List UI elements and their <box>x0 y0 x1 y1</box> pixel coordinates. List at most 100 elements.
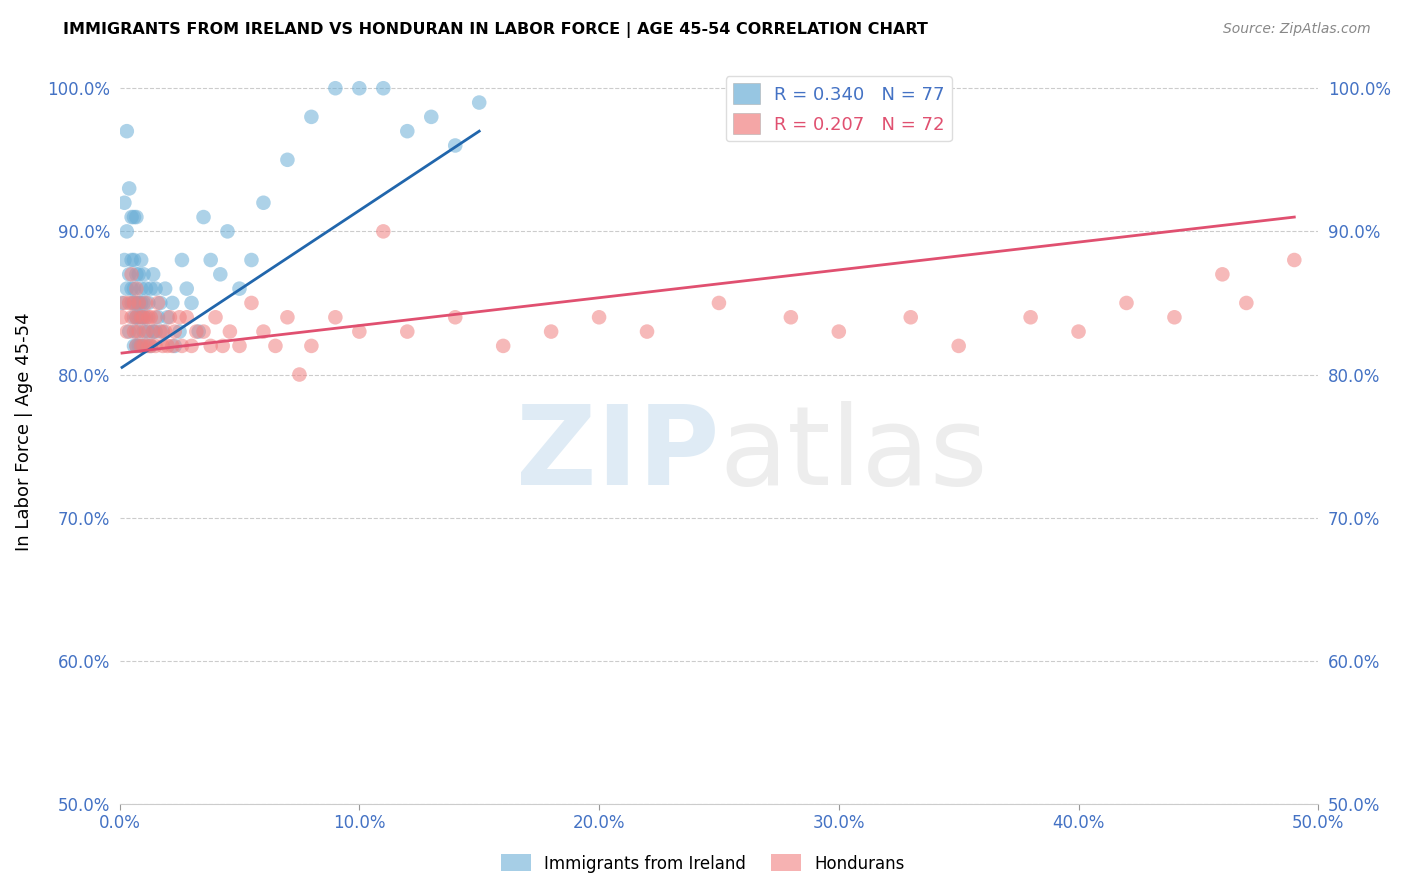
Point <box>149 325 172 339</box>
Point <box>142 268 165 282</box>
Point <box>200 339 222 353</box>
Point <box>118 325 141 339</box>
Point <box>142 325 165 339</box>
Point <box>325 310 347 325</box>
Point <box>115 224 138 238</box>
Point <box>115 325 138 339</box>
Point <box>121 252 143 267</box>
Point <box>125 210 148 224</box>
Point <box>135 296 157 310</box>
Point <box>132 310 155 325</box>
Point <box>145 325 167 339</box>
Point <box>163 325 186 339</box>
Point <box>152 325 174 339</box>
Point <box>128 296 150 310</box>
Point <box>121 282 143 296</box>
Point <box>170 339 193 353</box>
Point <box>138 310 160 325</box>
Point <box>349 81 371 95</box>
Point <box>129 252 152 267</box>
Point <box>169 325 191 339</box>
Point <box>128 310 150 325</box>
Point <box>121 268 143 282</box>
Point <box>153 325 176 339</box>
Point <box>146 310 169 325</box>
Point <box>193 325 215 339</box>
Point <box>112 252 135 267</box>
Point <box>122 339 145 353</box>
Point <box>153 282 176 296</box>
Point <box>129 310 152 325</box>
Point <box>129 282 152 296</box>
Point <box>132 325 155 339</box>
Point <box>145 282 167 296</box>
Point <box>125 339 148 353</box>
Point <box>125 339 148 353</box>
Point <box>132 296 155 310</box>
Point <box>396 325 419 339</box>
Point <box>121 210 143 224</box>
Point <box>828 325 851 339</box>
Point <box>176 310 198 325</box>
Point <box>138 339 160 353</box>
Point <box>128 339 150 353</box>
Point <box>180 339 202 353</box>
Point <box>228 339 250 353</box>
Point <box>115 124 138 138</box>
Point <box>135 310 157 325</box>
Point <box>142 325 165 339</box>
Point <box>252 325 274 339</box>
Point <box>299 110 322 124</box>
Point <box>276 153 298 167</box>
Point <box>299 339 322 353</box>
Point <box>135 339 157 353</box>
Point <box>122 296 145 310</box>
Point <box>288 368 311 382</box>
Point <box>1115 296 1137 310</box>
Point <box>1067 325 1090 339</box>
Point <box>211 339 233 353</box>
Text: ZIP: ZIP <box>516 401 718 508</box>
Point <box>118 268 141 282</box>
Point <box>373 224 395 238</box>
Point <box>228 282 250 296</box>
Point <box>193 210 215 224</box>
Point <box>219 325 242 339</box>
Point <box>132 268 155 282</box>
Point <box>492 339 515 353</box>
Point <box>122 210 145 224</box>
Point <box>139 339 162 353</box>
Point <box>135 282 157 296</box>
Point <box>264 339 287 353</box>
Point <box>125 296 148 310</box>
Point <box>948 339 970 353</box>
Point <box>169 310 191 325</box>
Point <box>540 325 562 339</box>
Point <box>125 325 148 339</box>
Point <box>121 296 143 310</box>
Point <box>139 310 162 325</box>
Point <box>122 325 145 339</box>
Point <box>111 310 134 325</box>
Point <box>209 268 232 282</box>
Point <box>187 325 209 339</box>
Point <box>132 339 155 353</box>
Text: Source: ZipAtlas.com: Source: ZipAtlas.com <box>1223 22 1371 37</box>
Point <box>252 195 274 210</box>
Point <box>132 310 155 325</box>
Point <box>125 282 148 296</box>
Point <box>122 282 145 296</box>
Point <box>145 310 167 325</box>
Point <box>707 296 730 310</box>
Point <box>138 325 160 339</box>
Point <box>325 81 347 95</box>
Point <box>118 296 141 310</box>
Point <box>149 296 172 310</box>
Point <box>112 296 135 310</box>
Point <box>112 195 135 210</box>
Point <box>468 95 491 110</box>
Point <box>115 282 138 296</box>
Point <box>125 310 148 325</box>
Point <box>129 296 152 310</box>
Point <box>1234 296 1257 310</box>
